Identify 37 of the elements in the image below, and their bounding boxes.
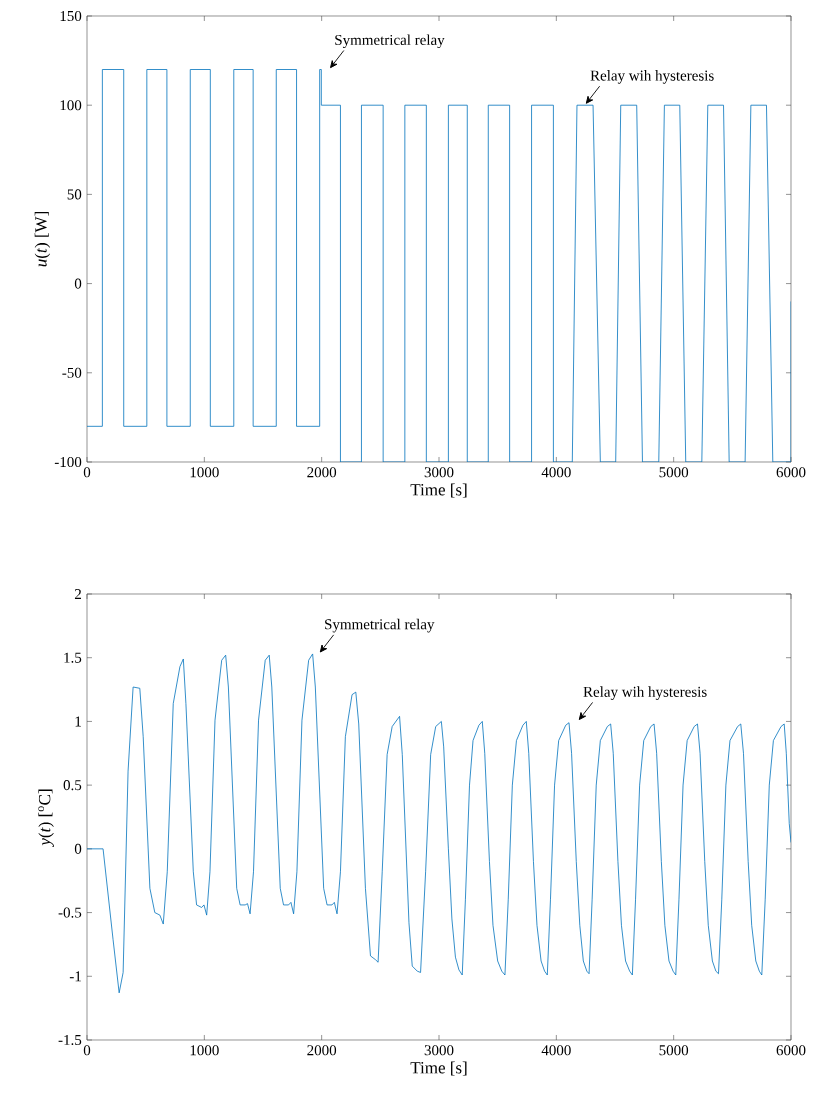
x-tick-label: 2000 — [307, 1045, 337, 1056]
y-tick-label: -1.5 — [58, 1034, 82, 1046]
y-tick-label: 150 — [60, 10, 82, 22]
x-tick-label: 0 — [83, 467, 91, 478]
x-tick-label: 1000 — [190, 1045, 219, 1056]
y-tick-label: 0 — [74, 278, 82, 289]
x-tick-label: 3000 — [424, 467, 454, 478]
x-tick-label: 4000 — [541, 1045, 571, 1056]
annotation: Relay wih hysteresis — [583, 686, 707, 700]
y-tick-label: 2 — [74, 589, 81, 599]
y-tick-label: 0 — [74, 843, 82, 854]
x-tick-label: 1000 — [190, 467, 219, 478]
x-tick-label: 5000 — [659, 467, 689, 478]
y-tick-label: 1.5 — [64, 652, 82, 663]
x-axis-title: Time [s] — [410, 483, 467, 498]
x-tick-label: 2000 — [307, 467, 337, 478]
y-tick-label: 50 — [67, 189, 82, 200]
annotation: Symmetrical relay — [325, 618, 435, 633]
y-tick-label: 100 — [60, 100, 82, 111]
y-tick-label: -100 — [54, 456, 82, 468]
y-tick-label: 1 — [75, 716, 81, 727]
x-tick-label: 5000 — [659, 1045, 689, 1056]
annotation: Relay wih hysteresis — [590, 70, 714, 84]
x-tick-label: 6000 — [776, 1045, 806, 1056]
x-tick-label: 3000 — [424, 1045, 454, 1056]
y-tick-label: -50 — [62, 367, 82, 378]
y-tick-label: -0.5 — [58, 907, 82, 918]
line-series — [87, 653, 791, 994]
y-axis-title: u(t) [W] — [34, 211, 51, 267]
annotation: Symmetrical relay — [335, 34, 445, 49]
y-axis-title: y(t) [$^{o}$C] — [38, 789, 54, 848]
x-tick-label: 4000 — [541, 467, 571, 478]
y-tick-label: 0.5 — [63, 780, 82, 791]
x-axis-title: Time [s] — [410, 1061, 467, 1076]
x-tick-label: 0 — [83, 1045, 91, 1056]
y-tick-label: -1 — [69, 971, 81, 982]
x-tick-label: 6000 — [776, 467, 806, 478]
